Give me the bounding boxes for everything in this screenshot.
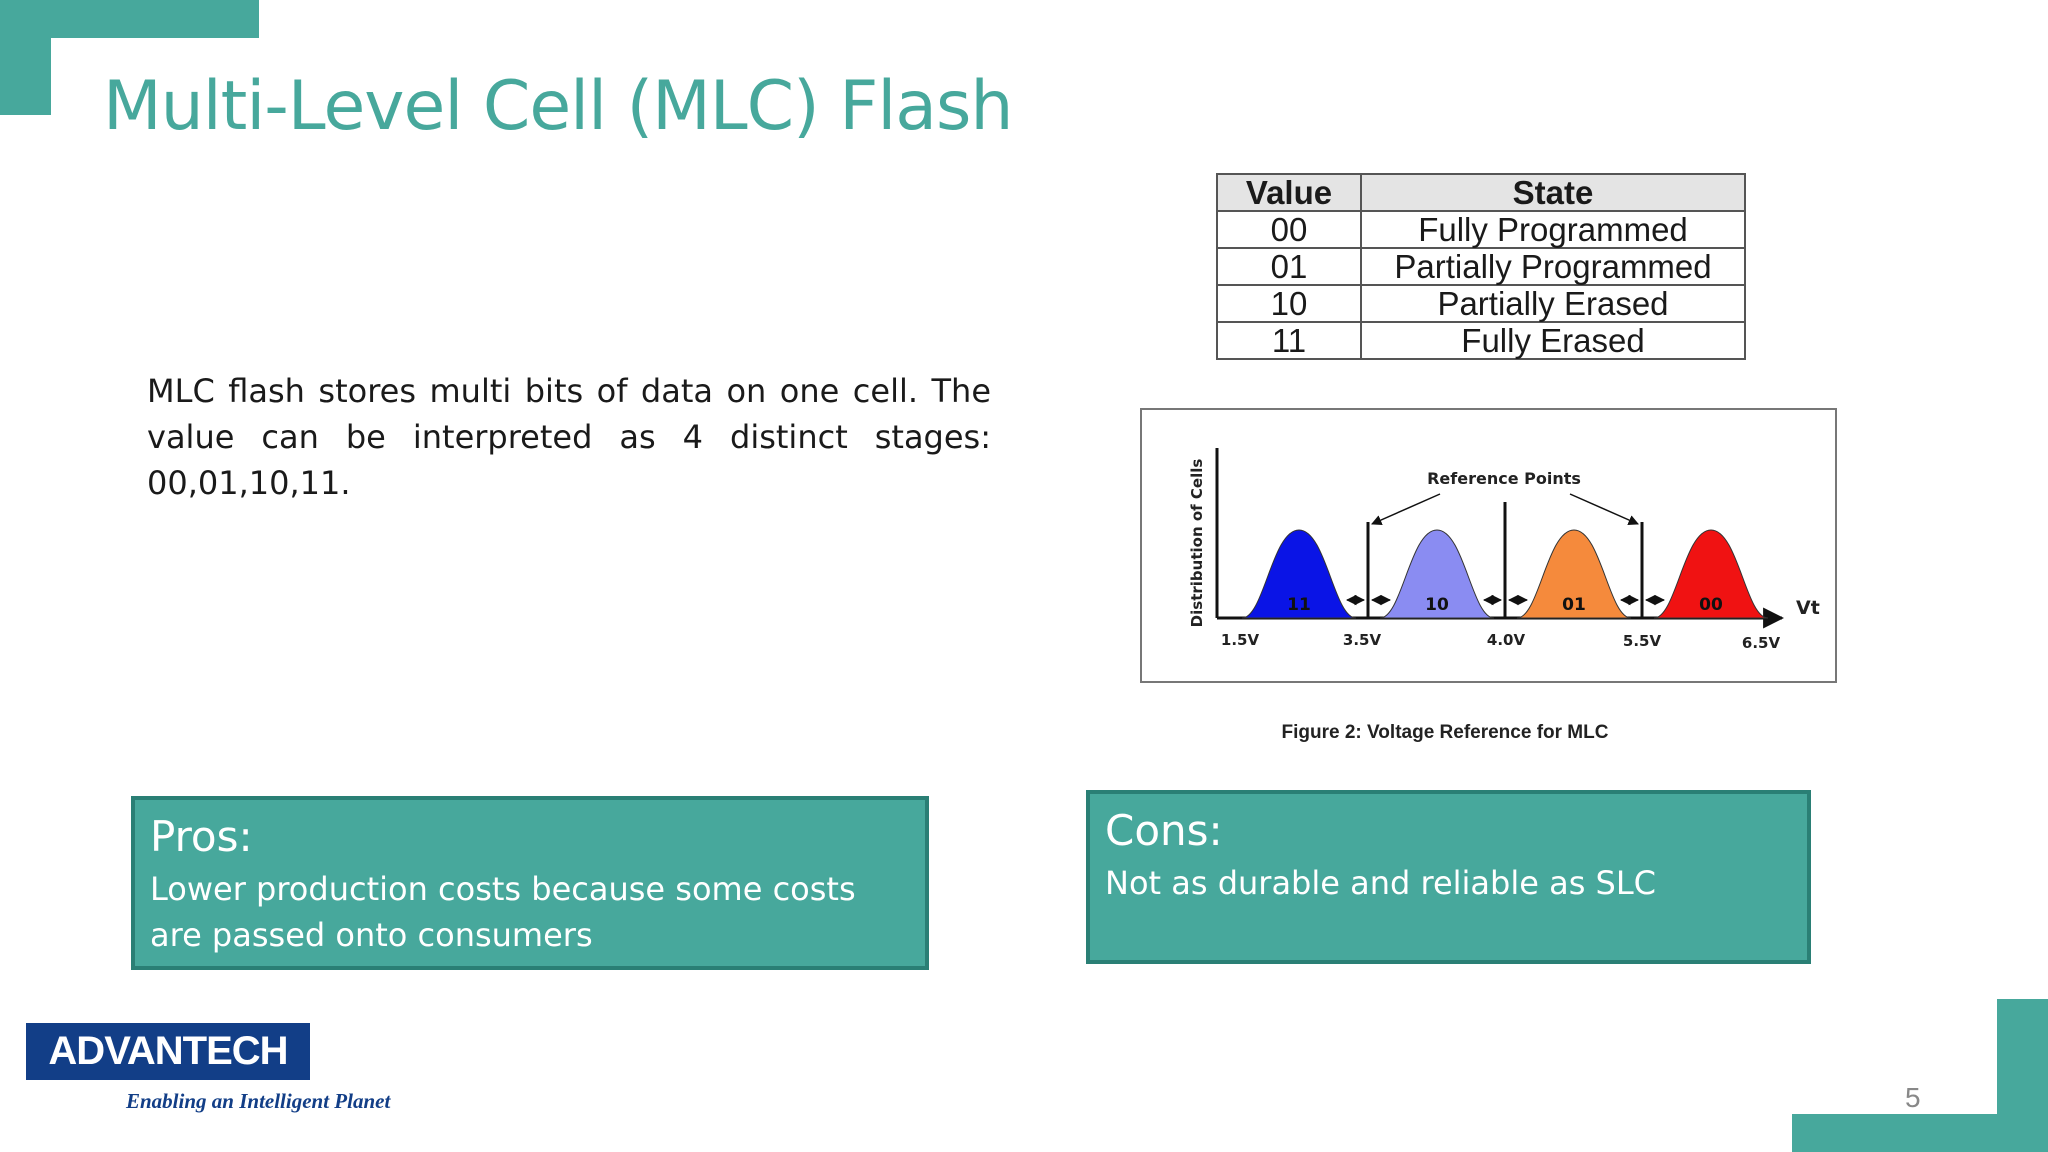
voltage-tick: 5.5V — [1623, 632, 1662, 650]
table-cell-value: 10 — [1216, 284, 1362, 323]
cons-box: Cons: Not as durable and reliable as SLC — [1086, 790, 1811, 964]
corner-bar-bottom — [1792, 1114, 2048, 1152]
pros-text: Lower production costs because some cost… — [150, 870, 856, 954]
logo-tagline: Enabling an Intelligent Planet — [126, 1089, 391, 1113]
table-cell-value: 11 — [1216, 321, 1362, 360]
page-number: 5 — [1905, 1082, 1921, 1113]
voltage-distribution-figure: Distribution of Cells Vt 11 10 01 00 Ref… — [1140, 408, 1837, 683]
distribution-label-00: 00 — [1699, 595, 1723, 615]
distribution-label-11: 11 — [1287, 595, 1311, 615]
reference-points-annotation: Reference Points — [1427, 469, 1581, 488]
voltage-tick: 4.0V — [1487, 631, 1526, 649]
annotation-arrow — [1371, 493, 1441, 525]
column-header: State — [1360, 173, 1746, 212]
table-header-row: Value State — [1216, 173, 1746, 212]
x-axis-label: Vt — [1796, 597, 1820, 619]
slide-title: Multi-Level Cell (MLC) Flash — [103, 67, 1013, 146]
advantech-logo: ADVANTECH — [26, 1023, 310, 1080]
y-axis-label: Distribution of Cells — [1188, 459, 1206, 628]
table-cell-state: Fully Programmed — [1360, 210, 1746, 249]
table-row: 10 Partially Erased — [1216, 284, 1746, 323]
distribution-10 — [1379, 529, 1495, 619]
cons-title: Cons: — [1105, 806, 1223, 855]
table-cell-state: Partially Programmed — [1360, 247, 1746, 286]
table-cell-value: 01 — [1216, 247, 1362, 286]
table-row: 00 Fully Programmed — [1216, 210, 1746, 249]
table-row: 11 Fully Erased — [1216, 321, 1746, 360]
annotation-arrow — [1569, 493, 1639, 525]
table-row: 01 Partially Programmed — [1216, 247, 1746, 286]
intro-paragraph: MLC flash stores multi bits of data on o… — [147, 372, 991, 502]
figure-caption: Figure 2: Voltage Reference for MLC — [1281, 722, 1609, 743]
distribution-01 — [1516, 529, 1632, 619]
cons-text: Not as durable and reliable as SLC — [1105, 864, 1657, 902]
distribution-label-10: 10 — [1425, 595, 1449, 615]
distribution-00 — [1653, 529, 1769, 619]
distribution-11 — [1241, 529, 1357, 619]
value-state-table: Value State 00 Fully Programmed 01 Parti… — [1216, 173, 1746, 360]
pros-box: Pros: Lower production costs because som… — [131, 796, 929, 970]
table-cell-value: 00 — [1216, 210, 1362, 249]
logo-wordmark: ADVANTECH — [48, 1029, 288, 1073]
pros-title: Pros: — [150, 812, 253, 861]
column-header: Value — [1216, 173, 1362, 212]
voltage-tick: 1.5V — [1221, 631, 1260, 649]
voltage-tick: 3.5V — [1343, 631, 1382, 649]
table-cell-state: Fully Erased — [1360, 321, 1746, 360]
corner-bar-left — [0, 0, 51, 115]
voltage-tick: 6.5V — [1742, 634, 1781, 652]
table-cell-state: Partially Erased — [1360, 284, 1746, 323]
distribution-label-01: 01 — [1562, 595, 1586, 615]
